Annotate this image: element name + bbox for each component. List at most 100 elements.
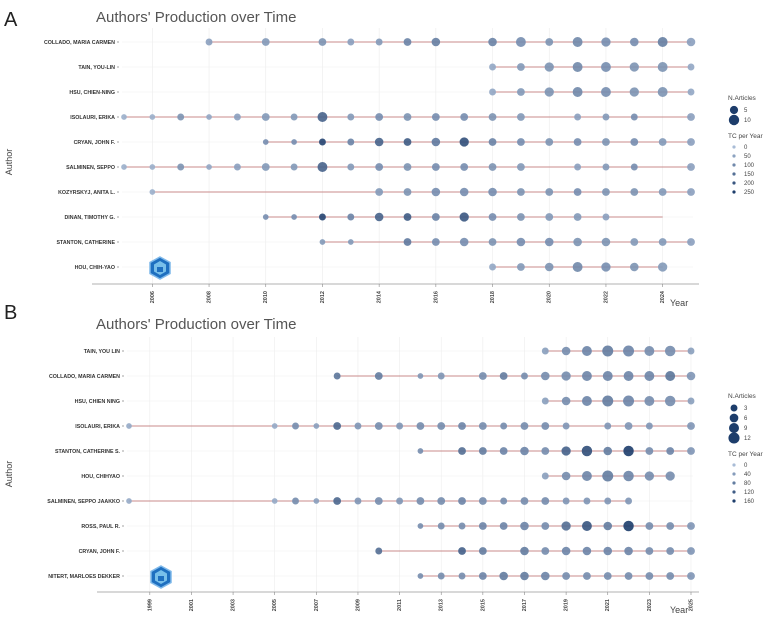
data-point bbox=[602, 113, 610, 121]
x-tick-label: 2015 bbox=[480, 599, 486, 611]
data-point bbox=[623, 395, 635, 407]
data-point bbox=[271, 423, 278, 429]
data-point bbox=[544, 62, 554, 72]
legend-color-marker bbox=[732, 463, 736, 467]
data-point bbox=[666, 447, 675, 455]
legend-size-marker bbox=[729, 423, 739, 433]
data-point bbox=[478, 372, 487, 380]
data-point bbox=[540, 371, 550, 381]
data-point bbox=[687, 422, 695, 430]
data-point bbox=[516, 113, 525, 121]
legend-color-label: 200 bbox=[744, 181, 755, 187]
bibliometrix-hexagon-icon bbox=[149, 256, 171, 280]
author-label: HSU, CHIEN NING bbox=[75, 399, 120, 405]
data-point bbox=[623, 371, 634, 381]
data-point bbox=[290, 163, 298, 171]
data-point bbox=[687, 238, 695, 246]
x-tick-label: 2022 bbox=[603, 291, 609, 303]
data-point bbox=[545, 188, 554, 196]
data-point bbox=[149, 164, 156, 170]
data-point bbox=[206, 164, 212, 170]
panel-b-label: B bbox=[4, 302, 17, 324]
data-point bbox=[630, 188, 639, 196]
legend-size-marker bbox=[730, 404, 738, 412]
data-point bbox=[520, 497, 529, 505]
data-point bbox=[602, 371, 613, 381]
author-label: SALMINEN, SEPPO JAAKKO bbox=[47, 499, 120, 505]
x-tick-label: 2017 bbox=[522, 599, 528, 611]
data-point bbox=[488, 163, 497, 171]
data-point bbox=[544, 237, 554, 247]
data-point bbox=[403, 238, 412, 246]
data-point bbox=[629, 62, 639, 72]
data-point bbox=[573, 138, 582, 146]
data-point bbox=[478, 572, 487, 580]
data-point bbox=[417, 373, 424, 379]
data-point bbox=[515, 37, 526, 47]
data-point bbox=[403, 113, 412, 121]
data-point bbox=[687, 163, 695, 171]
legend-color-marker bbox=[732, 154, 736, 158]
x-tick-label: 2025 bbox=[688, 599, 694, 611]
legend-color-label: 120 bbox=[744, 490, 755, 496]
legend-color-title: TC per Year bbox=[728, 133, 764, 140]
data-point bbox=[602, 163, 610, 171]
data-point bbox=[126, 498, 132, 504]
data-point bbox=[644, 371, 655, 381]
author-label: COLLADO, MARIA CARMEN bbox=[49, 374, 120, 380]
data-point bbox=[403, 138, 412, 146]
data-point bbox=[374, 372, 383, 380]
data-point bbox=[544, 262, 554, 272]
data-point bbox=[581, 371, 592, 381]
data-point bbox=[600, 87, 611, 97]
data-point bbox=[347, 163, 355, 171]
data-point bbox=[630, 113, 638, 121]
data-point bbox=[581, 346, 592, 356]
legend-size-label: 12 bbox=[744, 436, 751, 442]
data-point bbox=[313, 498, 320, 504]
legend-size-label: 9 bbox=[744, 426, 748, 432]
data-point bbox=[478, 547, 487, 555]
data-point bbox=[630, 238, 639, 246]
panel-b-title: Authors' Production over Time bbox=[96, 316, 296, 333]
data-point bbox=[458, 447, 466, 455]
data-point bbox=[583, 497, 591, 505]
data-point bbox=[317, 112, 328, 122]
data-point bbox=[403, 213, 412, 221]
data-point bbox=[573, 188, 582, 196]
author-label: SALMINEN, SEPPO bbox=[66, 165, 115, 171]
data-point bbox=[205, 38, 213, 46]
x-tick-label: 2010 bbox=[263, 291, 269, 303]
data-point bbox=[262, 139, 269, 145]
panel-b-xlabel: Year bbox=[670, 605, 688, 615]
data-point bbox=[603, 546, 613, 556]
data-point bbox=[318, 138, 326, 146]
legend-color-label: 150 bbox=[744, 172, 755, 178]
data-point bbox=[664, 395, 676, 407]
data-point bbox=[561, 471, 571, 481]
legend-size-marker bbox=[729, 105, 739, 115]
data-point bbox=[630, 262, 639, 272]
data-point bbox=[516, 188, 525, 196]
data-point bbox=[520, 422, 529, 430]
data-point bbox=[319, 239, 326, 245]
data-point bbox=[431, 213, 440, 221]
data-point bbox=[658, 188, 667, 196]
data-point bbox=[687, 547, 695, 555]
data-point bbox=[262, 214, 269, 220]
author-label: ISOLAURI, ERIKA bbox=[70, 115, 115, 121]
data-point bbox=[375, 188, 384, 196]
data-point bbox=[500, 497, 508, 505]
x-tick-label: 2023 bbox=[647, 599, 653, 611]
panel-a-plot: 2006 2008 2010 2012 2014 2016 2018 2020 2022 2024… bbox=[44, 28, 699, 303]
x-tick-label: 2006 bbox=[150, 291, 156, 303]
data-point bbox=[602, 395, 614, 407]
author-label: HOU, CHIH-YAO bbox=[75, 265, 115, 271]
data-point bbox=[581, 396, 592, 406]
data-point bbox=[581, 521, 592, 531]
data-point bbox=[624, 422, 633, 430]
data-point bbox=[488, 113, 497, 121]
data-point bbox=[233, 113, 241, 121]
data-point bbox=[520, 521, 529, 531]
data-point bbox=[644, 346, 655, 356]
